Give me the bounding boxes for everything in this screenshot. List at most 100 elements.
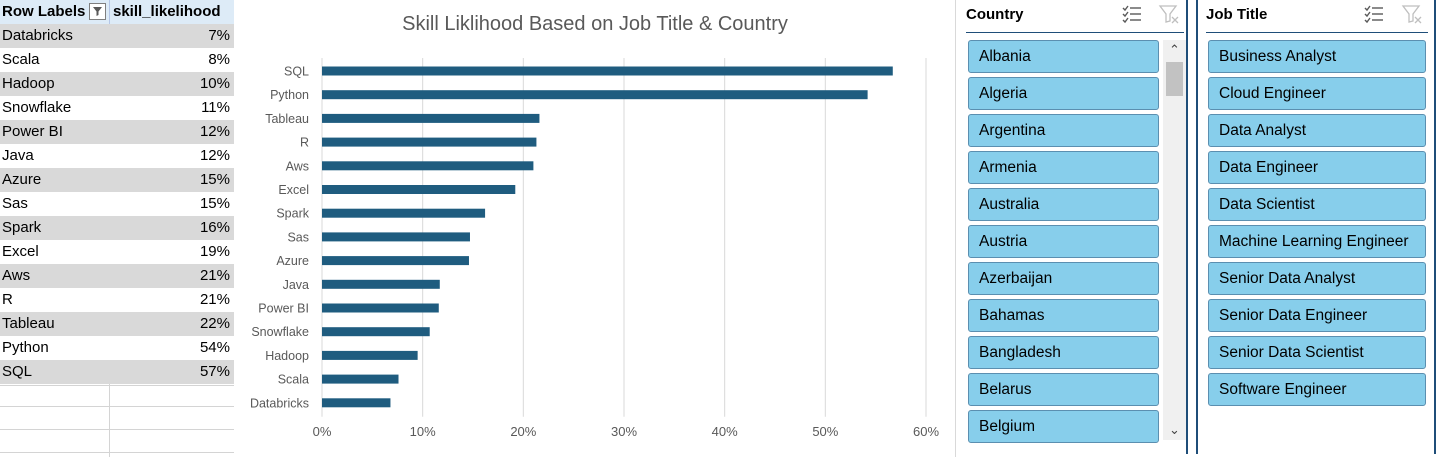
job-slicer-item[interactable]: Senior Data Scientist: [1208, 336, 1426, 369]
pivot-row-value: 12%: [199, 123, 230, 140]
job-slicer-item[interactable]: Senior Data Engineer: [1208, 299, 1426, 332]
clear-filter-icon[interactable]: [1400, 4, 1424, 28]
pivot-row-label: Aws: [2, 267, 31, 284]
bar[interactable]: [322, 90, 868, 100]
y-category-label: Hadoop: [265, 349, 309, 363]
y-category-label: Tableau: [265, 112, 309, 126]
pivot-row[interactable]: Sas 15%: [0, 192, 234, 216]
pivot-row[interactable]: Azure 15%: [0, 168, 234, 192]
pivot-row-value: 7%: [208, 27, 230, 44]
bar[interactable]: [322, 113, 540, 123]
slicer-header-line: [966, 32, 1184, 33]
x-tick-label: 60%: [913, 424, 939, 439]
country-slicer-item[interactable]: Australia: [968, 188, 1159, 221]
pivot-row-value: 12%: [199, 147, 230, 164]
country-slicer-item[interactable]: Albania: [968, 40, 1159, 73]
job-slicer-item[interactable]: Software Engineer: [1208, 373, 1426, 406]
pivot-row-label: Azure: [2, 171, 42, 188]
header-divider: [109, 0, 110, 24]
pivot-row-value: 21%: [199, 267, 230, 284]
country-slicer-item[interactable]: Algeria: [968, 77, 1159, 110]
pivot-row[interactable]: Tableau 22%: [0, 312, 234, 336]
bar[interactable]: [322, 161, 534, 171]
pivot-row-label: Excel: [2, 243, 39, 260]
country-slicer-item[interactable]: Armenia: [968, 151, 1159, 184]
job-slicer-item[interactable]: Cloud Engineer: [1208, 77, 1426, 110]
pivot-row[interactable]: Java 12%: [0, 144, 234, 168]
bar[interactable]: [322, 185, 516, 194]
pivot-row-value: 16%: [199, 219, 230, 236]
pivot-row-value: 8%: [208, 51, 230, 68]
country-slicer[interactable]: Country Albania Algeria Argentina Armenia Au…: [958, 0, 1188, 454]
country-slicer-item[interactable]: Austria: [968, 225, 1159, 258]
y-category-label: Snowflake: [251, 325, 309, 339]
bar[interactable]: [322, 137, 537, 147]
scroll-up-icon[interactable]: ⌃: [1169, 42, 1180, 57]
grid-line: [0, 429, 234, 430]
job-title-slicer[interactable]: Job Title Business Analyst Cloud Engineer…: [1196, 0, 1436, 454]
pivot-row-value: 22%: [199, 315, 230, 332]
pivot-row-label: Tableau: [2, 315, 55, 332]
country-slicer-item[interactable]: Bangladesh: [968, 336, 1159, 369]
pivot-row[interactable]: Spark 16%: [0, 216, 234, 240]
pivot-row-label: Snowflake: [2, 99, 72, 116]
bar[interactable]: [322, 350, 418, 360]
y-category-label: Excel: [278, 183, 309, 197]
bar[interactable]: [322, 208, 486, 218]
scroll-thumb[interactable]: [1166, 62, 1183, 96]
pivot-row[interactable]: Python 54%: [0, 336, 234, 360]
scroll-down-icon[interactable]: ⌄: [1169, 422, 1180, 437]
job-slicer-item[interactable]: Data Engineer: [1208, 151, 1426, 184]
job-slicer-title: Job Title: [1206, 6, 1268, 23]
bar[interactable]: [322, 303, 439, 313]
country-slicer-item[interactable]: Argentina: [968, 114, 1159, 147]
bar[interactable]: [322, 66, 893, 76]
bar[interactable]: [322, 256, 469, 266]
bar[interactable]: [322, 398, 391, 408]
pivot-row[interactable]: Aws 21%: [0, 264, 234, 288]
row-labels-header[interactable]: Row Labels: [2, 3, 86, 20]
pivot-row-label: Python: [2, 339, 49, 356]
pivot-row-label: Databricks: [2, 27, 73, 44]
multi-select-icon[interactable]: [1120, 4, 1144, 28]
pivot-row[interactable]: SQL 57%: [0, 360, 234, 384]
y-category-label: Power BI: [258, 302, 309, 316]
clear-filter-icon[interactable]: [1157, 4, 1181, 28]
country-slicer-item[interactable]: Azerbaijan: [968, 262, 1159, 295]
pivot-row-value: 11%: [201, 99, 230, 116]
job-slicer-item[interactable]: Machine Learning Engineer: [1208, 225, 1426, 258]
job-slicer-item[interactable]: Data Scientist: [1208, 188, 1426, 221]
job-slicer-item[interactable]: Business Analyst: [1208, 40, 1426, 73]
job-slicer-item[interactable]: Data Analyst: [1208, 114, 1426, 147]
bar[interactable]: [322, 232, 470, 242]
pivot-row[interactable]: R 21%: [0, 288, 234, 312]
pivot-row[interactable]: Snowflake 11%: [0, 96, 234, 120]
y-category-label: Scala: [278, 373, 309, 387]
country-slicer-item[interactable]: Bahamas: [968, 299, 1159, 332]
pivot-row-value: 10%: [199, 75, 230, 92]
y-category-label: Spark: [276, 207, 309, 221]
bar[interactable]: [322, 279, 440, 289]
grid-line: [0, 385, 234, 386]
x-tick-label: 20%: [510, 424, 536, 439]
bar[interactable]: [322, 327, 430, 337]
value-header[interactable]: skill_likelihood: [113, 3, 221, 20]
pivot-row[interactable]: Scala 8%: [0, 48, 234, 72]
country-slicer-item[interactable]: Belarus: [968, 373, 1159, 406]
pivot-row-value: 15%: [199, 195, 230, 212]
pivot-row-label: SQL: [2, 363, 33, 380]
country-slicer-item[interactable]: Belgium: [968, 410, 1159, 443]
country-slicer-title: Country: [966, 6, 1024, 23]
pivot-row[interactable]: Databricks 7%: [0, 24, 234, 48]
country-scrollbar[interactable]: ⌃ ⌄: [1163, 40, 1186, 440]
pivot-row[interactable]: Power BI 12%: [0, 120, 234, 144]
y-category-label: SQL: [284, 65, 309, 79]
multi-select-icon[interactable]: [1362, 4, 1386, 28]
job-slicer-item[interactable]: Senior Data Analyst: [1208, 262, 1426, 295]
pivot-row[interactable]: Excel 19%: [0, 240, 234, 264]
bar[interactable]: [322, 374, 399, 384]
filter-dropdown-icon[interactable]: [89, 3, 106, 20]
skill-chart[interactable]: Skill Liklihood Based on Job Title & Cou…: [234, 0, 956, 457]
pivot-row[interactable]: Hadoop 10%: [0, 72, 234, 96]
grid-line: [0, 406, 234, 407]
